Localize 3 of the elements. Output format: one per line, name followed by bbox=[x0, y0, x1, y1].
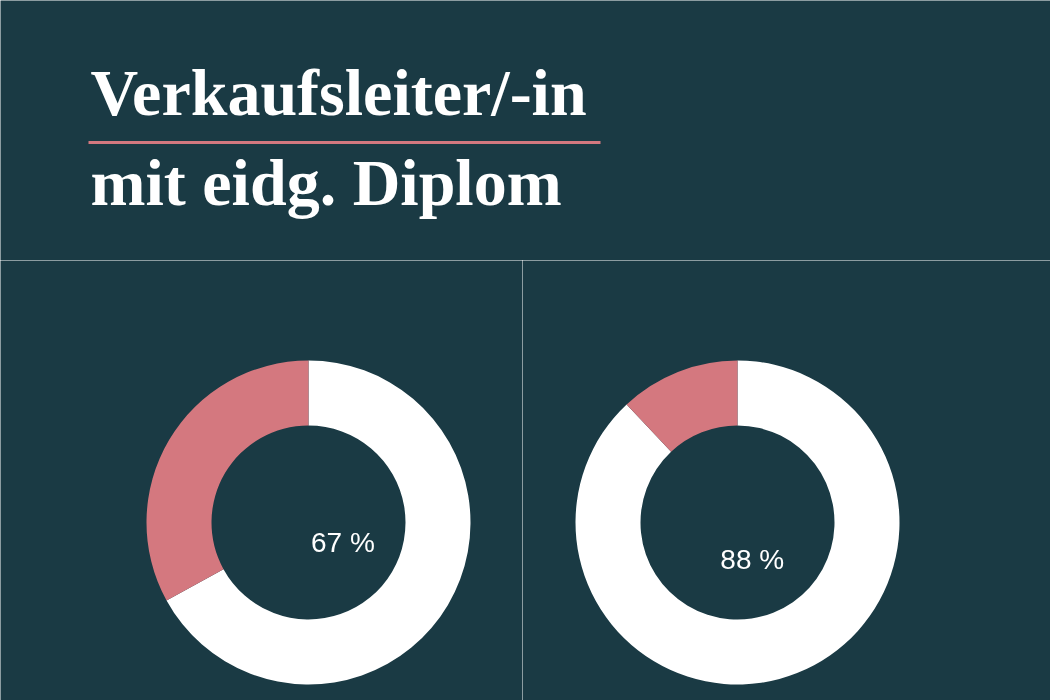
data-label: 67 % bbox=[311, 527, 375, 559]
chart-title: Verkaufsleiter/-in mit eidg. Diplom bbox=[90, 55, 587, 219]
data-label: 88 % bbox=[720, 544, 785, 576]
